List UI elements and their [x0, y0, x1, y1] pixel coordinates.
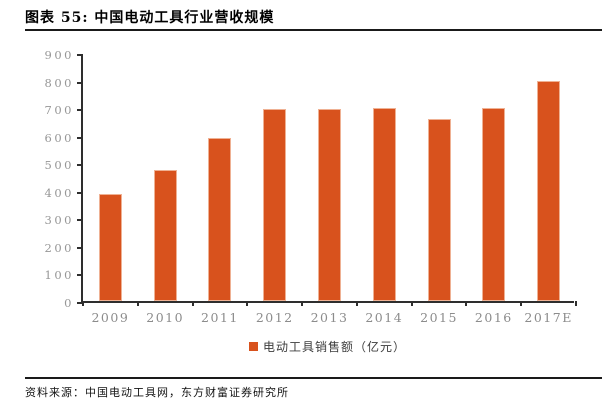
x-axis-label-2016: 2016 — [474, 310, 513, 325]
x-axis-tick — [410, 301, 413, 306]
y-axis-tick — [77, 164, 83, 167]
bar-2014 — [372, 107, 396, 301]
y-axis-tick-label: 300 — [44, 213, 74, 228]
chart-legend: 电动工具销售额（亿元） — [81, 338, 574, 355]
y-axis-tick — [77, 136, 83, 139]
y-axis-tick-label: 0 — [64, 296, 74, 310]
y-axis-tick — [77, 81, 83, 84]
bar-2013 — [318, 108, 341, 301]
x-axis-label-2013: 2013 — [310, 310, 349, 325]
title-divider — [25, 29, 602, 31]
x-axis-tick — [246, 301, 249, 306]
x-axis-tick — [355, 301, 358, 306]
x-axis-label-2017E: 2017E — [524, 310, 573, 325]
y-axis-tick-label: 400 — [44, 185, 74, 200]
x-axis-tick — [301, 301, 304, 306]
bar-2011 — [208, 137, 232, 301]
y-axis-tick-label: 900 — [44, 48, 74, 62]
y-axis-tick — [77, 246, 83, 249]
x-axis-label-2012: 2012 — [255, 310, 294, 325]
bar-2017E — [537, 81, 561, 301]
x-axis-label-2015: 2015 — [420, 310, 458, 325]
x-axis-tick — [82, 301, 84, 306]
x-axis-tick — [575, 301, 577, 306]
figure-title: 图表 55: 中国电动工具行业营收规模 — [25, 10, 275, 26]
y-axis-tick — [77, 302, 83, 304]
bar-2012 — [263, 108, 287, 301]
bar-chart-plot-area: 0 100 200 300 400 500 600 700 800 900 2009 2010 2011… — [45, 48, 577, 325]
footer-divider — [25, 377, 602, 379]
legend-label: 电动工具销售额（亿元） — [262, 340, 406, 354]
bar-2009 — [98, 194, 122, 301]
x-axis-tick — [136, 301, 139, 306]
x-axis-label-2010: 2010 — [146, 310, 185, 325]
y-axis-tick-label: 800 — [44, 75, 74, 90]
y-axis-tick — [77, 191, 83, 194]
bar-2010 — [153, 169, 177, 301]
y-axis-tick — [77, 109, 83, 112]
y-axis-tick-label: 200 — [44, 240, 74, 255]
x-axis-label-2011: 2011 — [201, 310, 239, 325]
y-axis-tick-label: 700 — [44, 103, 74, 118]
legend-swatch — [248, 342, 258, 351]
x-axis-label-2009: 2009 — [91, 310, 130, 325]
y-axis-tick — [77, 274, 83, 277]
source-note: 资料来源：中国电动工具网，东方财富证券研究所 — [25, 386, 289, 399]
x-axis-tick — [191, 301, 194, 306]
y-axis-tick-label: 500 — [44, 158, 74, 173]
y-axis-tick — [77, 219, 83, 222]
bar-2016 — [482, 108, 506, 301]
y-axis-tick — [77, 54, 83, 56]
y-axis-tick-label: 100 — [44, 268, 74, 283]
x-axis-tick — [520, 301, 523, 306]
x-axis-label-2014: 2014 — [365, 310, 404, 325]
x-axis-tick — [465, 301, 468, 306]
y-axis-tick-label: 600 — [44, 130, 74, 145]
bar-2015 — [427, 119, 451, 301]
